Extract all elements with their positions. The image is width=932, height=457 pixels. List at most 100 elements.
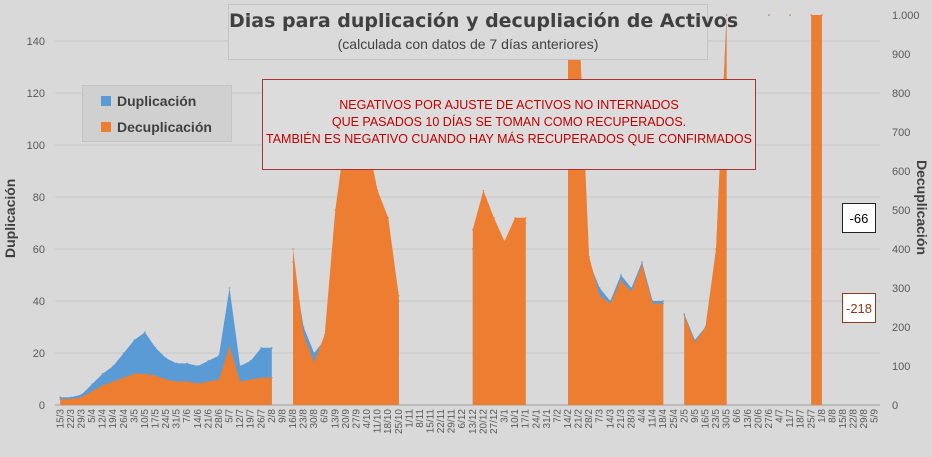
legend-label-decuplicacion: Decuplicación <box>117 119 212 135</box>
x-tick-label: 1/11 <box>404 409 415 428</box>
y-tick-label: 40 <box>33 296 45 308</box>
decuplicacion-point <box>196 382 199 385</box>
x-tick-label: 7/6 <box>182 409 193 423</box>
decuplicacion-point <box>165 378 167 381</box>
decuplicacion-point <box>228 345 231 348</box>
x-tick-label: 4/4 <box>637 409 648 423</box>
y2-axis-title: Decuplicación <box>914 160 930 255</box>
duplicacion-point <box>620 274 622 276</box>
x-tick-label: 18/10 <box>383 409 394 434</box>
legend-swatch-duplicacion <box>101 96 111 106</box>
duplicacion-point <box>196 365 199 367</box>
legend-label-duplicacion: Duplicación <box>117 93 197 109</box>
x-tick-label: 29/3 <box>76 409 87 429</box>
y2-tick-label: 600 <box>892 166 910 178</box>
decuplicacion-point <box>133 373 136 375</box>
duplicacion-point <box>70 396 72 399</box>
x-tick-label: 15/8 <box>838 409 849 429</box>
decuplicacion-point <box>725 14 728 16</box>
decuplicacion-area <box>293 93 399 405</box>
decuplicacion-point <box>101 384 104 387</box>
x-tick-label: 7/2 <box>552 409 563 423</box>
x-tick-label: 4/7 <box>775 409 786 423</box>
x-tick-label: 2/5 <box>679 409 690 423</box>
decuplicacion-point <box>175 380 178 383</box>
duplicacion-point <box>144 331 146 334</box>
x-tick-label: 3/5 <box>129 409 140 423</box>
x-tick-label: 30/5 <box>722 409 733 429</box>
chart-title: Dias para duplicación y decupliación de … <box>229 10 739 32</box>
y2-tick-label: 800 <box>892 88 910 100</box>
x-tick-label: 7/3 <box>595 409 606 423</box>
x-tick-label: 24/5 <box>161 409 172 429</box>
x-tick-label: 27/6 <box>764 409 775 429</box>
duplicacion-point <box>101 373 104 375</box>
x-tick-label: 17/5 <box>150 409 161 429</box>
x-tick-label: 18/7 <box>796 409 807 429</box>
decuplicacion-point <box>683 314 686 317</box>
decuplicacion-point <box>313 361 315 363</box>
y-tick-label: 20 <box>33 348 45 360</box>
y2-tick-label: 900 <box>892 49 910 61</box>
duplicacion-point <box>609 300 612 302</box>
x-tick-label: 20/6 <box>753 409 764 429</box>
decuplicacion-point <box>59 398 62 400</box>
x-tick-label: 14/6 <box>193 409 204 429</box>
decuplicacion-point <box>70 398 72 400</box>
decuplicacion-point <box>662 302 664 305</box>
x-tick-label: 12/4 <box>98 409 109 429</box>
x-tick-label: 10/1 <box>510 409 521 429</box>
duplicacion-point <box>218 354 220 357</box>
duplicacion-point <box>683 313 686 315</box>
decuplicacion-point <box>239 380 241 383</box>
decuplicacion-point <box>323 334 326 336</box>
decuplicacion-area <box>568 15 664 405</box>
x-tick-label: 25/10 <box>394 409 405 434</box>
note-line-1: NEGATIVOS POR AJUSTE DE ACTIVOS NO INTER… <box>339 98 679 112</box>
duplicacion-point <box>228 287 231 289</box>
y-tick-label: 0 <box>39 400 45 412</box>
x-tick-label: 30/8 <box>309 409 320 429</box>
x-tick-label: 28/6 <box>214 409 225 429</box>
x-tick-label: 5/9 <box>870 409 881 423</box>
y-tick-label: 120 <box>27 88 45 100</box>
x-tick-label: 9/5 <box>690 409 701 423</box>
duplicacion-point <box>313 352 315 354</box>
x-tick-label: 4/10 <box>362 409 373 429</box>
legend-item-duplicacion: Duplicación <box>101 93 196 109</box>
duplicacion-point <box>154 347 157 349</box>
decuplicacion-point <box>524 217 527 219</box>
duplicacion-point <box>59 396 62 399</box>
decuplicacion-point <box>334 209 337 211</box>
x-tick-label: 27/9 <box>351 409 362 429</box>
x-tick-label: 8/11 <box>415 409 426 428</box>
decuplicacion-point <box>609 302 612 305</box>
x-tick-label: 1/8 <box>817 409 828 423</box>
decuplicacion-point <box>588 255 590 258</box>
decuplicacion-point <box>218 378 220 381</box>
x-tick-label: 16/5 <box>700 409 711 429</box>
duplicacion-point <box>186 362 189 365</box>
x-tick-label: 11/10 <box>373 409 384 434</box>
x-tick-label: 26/4 <box>119 409 130 429</box>
x-tick-label: 5/7 <box>225 409 236 423</box>
callout-duplicacion: -66 <box>842 203 876 233</box>
callout-decuplicacion: -218 <box>842 293 876 323</box>
x-tick-label: 11/4 <box>648 409 659 428</box>
x-tick-label: 6/9 <box>320 409 331 423</box>
duplicacion-point <box>165 357 167 360</box>
x-tick-label: 21/6 <box>203 409 214 429</box>
decuplicacion-point <box>122 376 125 379</box>
x-tick-label: 21/2 <box>574 409 585 429</box>
decuplicacion-point <box>620 279 622 282</box>
decuplicacion-area <box>684 15 727 405</box>
x-tick-label: 28/3 <box>626 409 637 429</box>
x-tick-label: 22/11 <box>436 409 447 434</box>
duplicacion-point <box>91 383 93 386</box>
x-tick-label: 6/12 <box>457 409 468 429</box>
duplicacion-point <box>260 347 263 349</box>
x-tick-label: 12/7 <box>235 409 246 429</box>
decuplicacion-point <box>471 228 474 231</box>
y-tick-label: 80 <box>33 192 45 204</box>
